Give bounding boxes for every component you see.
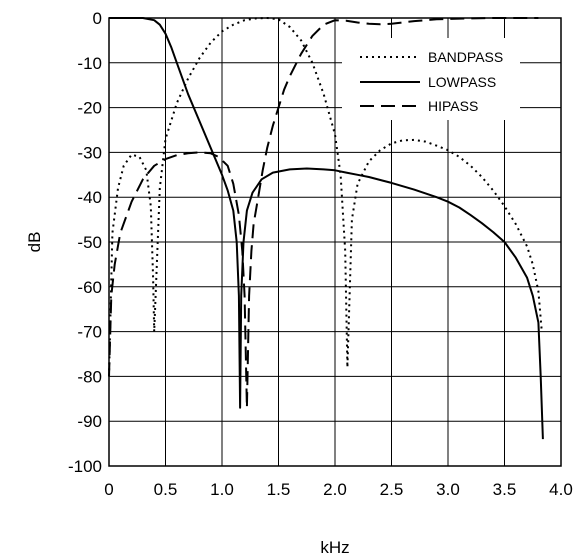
y-tick-label: -50 xyxy=(77,233,102,252)
series-line-lowpass xyxy=(109,17,544,440)
y-tick-label: 0 xyxy=(93,9,102,28)
legend: BANDPASS LOWPASS HIPASS xyxy=(342,38,520,120)
y-tick-label: -90 xyxy=(77,412,102,431)
x-tick-label: 2.0 xyxy=(323,480,347,499)
legend-item-lowpass: LOWPASS xyxy=(360,74,496,90)
x-tick-label: 0.5 xyxy=(154,480,178,499)
y-tick-label: -10 xyxy=(77,54,102,73)
legend-label-bandpass: BANDPASS xyxy=(428,49,503,65)
legend-item-hipass: HIPASS xyxy=(360,98,478,114)
legend-item-bandpass: BANDPASS xyxy=(360,49,503,65)
legend-label-lowpass: LOWPASS xyxy=(428,74,496,90)
x-tick-label: 3.5 xyxy=(493,480,517,499)
legend-label-hipass: HIPASS xyxy=(428,98,478,114)
x-tick-label: 1.0 xyxy=(210,480,234,499)
y-axis-title: dB xyxy=(25,232,44,253)
tick-labels: 0 0.5 1.0 1.5 2.0 2.5 3.0 3.5 4.0 0 -10 -20 -30 -40 -5… xyxy=(68,9,573,499)
y-tick-label: -30 xyxy=(77,143,102,162)
x-tick-label: 4.0 xyxy=(549,480,573,499)
y-tick-label: -40 xyxy=(77,188,102,207)
series-lines xyxy=(108,17,544,440)
x-tick-label: 1.5 xyxy=(267,480,291,499)
x-tick-label: 0 xyxy=(104,480,113,499)
x-tick-label: 2.5 xyxy=(380,480,404,499)
x-tick-label: 3.0 xyxy=(436,480,460,499)
series-line-bandpass xyxy=(108,17,543,377)
x-axis-title: kHz xyxy=(320,538,349,557)
plot-frame xyxy=(108,17,562,467)
series-line-hipass xyxy=(108,17,539,409)
y-tick-label: -70 xyxy=(77,323,102,342)
y-tick-label: -60 xyxy=(77,278,102,297)
y-tick-label: -100 xyxy=(68,457,102,476)
y-tick-label: -20 xyxy=(77,99,102,118)
y-tick-label: -80 xyxy=(77,367,102,386)
